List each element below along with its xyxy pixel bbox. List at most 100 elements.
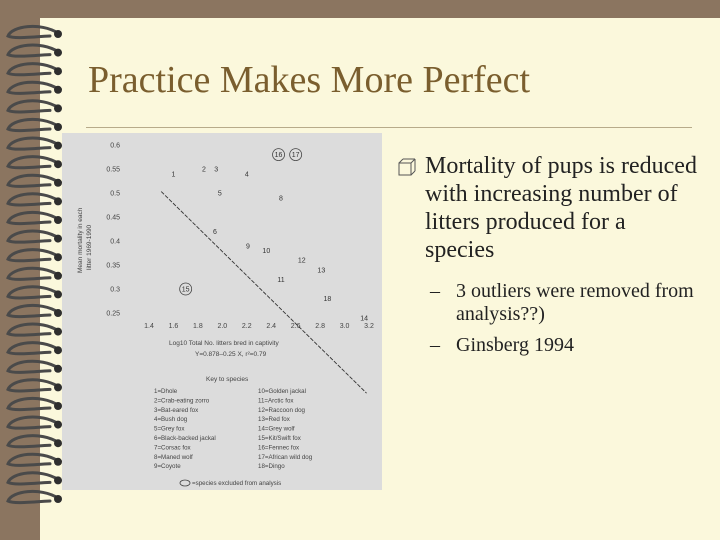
binding-hole xyxy=(54,67,62,76)
key-entry: 5=Grey fox xyxy=(154,426,185,433)
sub-bullet-text: Ginsberg 1994 xyxy=(456,334,574,356)
binding-ring xyxy=(6,285,62,300)
key-entry: 9=Coyote xyxy=(154,463,181,470)
excluded-marker-icon xyxy=(179,479,191,487)
bullet-box-icon xyxy=(398,158,416,176)
x-axis-label: Log10 Total No. litters bred in captivit… xyxy=(169,340,279,347)
binding-wire xyxy=(6,24,60,40)
y-tick-label: 0.35 xyxy=(106,263,120,270)
binding-hole xyxy=(54,234,62,243)
binding-ring xyxy=(6,471,62,486)
binding-ring xyxy=(6,341,62,356)
binding-ring xyxy=(6,489,62,505)
y-tick-label: 0.25 xyxy=(106,311,120,318)
binding-wire xyxy=(6,229,60,244)
key-entry: 8=Maned wolf xyxy=(154,454,193,461)
binding-wire xyxy=(6,210,60,226)
binding-ring xyxy=(6,229,62,244)
binding-ring xyxy=(6,434,62,449)
bullet-list: Mortality of pups is reduced with increa… xyxy=(398,152,698,365)
point-label: 2 xyxy=(202,167,206,174)
regression-equation: Y=0.878–0.25 X, r²=0.79 xyxy=(195,351,267,358)
x-tick-label: 2.6 xyxy=(291,323,301,330)
point-label: 11 xyxy=(277,277,284,284)
binding-ring xyxy=(6,359,62,374)
point-label: 9 xyxy=(246,243,250,250)
x-tick-label: 3.2 xyxy=(364,323,374,330)
point-label: 4 xyxy=(245,171,249,178)
key-entry: 10=Golden jackal xyxy=(258,388,306,395)
point-label: 5 xyxy=(218,191,222,198)
binding-hole xyxy=(54,178,62,187)
scanned-figure: Mean mortality in each litter 1969-1990 … xyxy=(62,133,382,490)
point-label: 3 xyxy=(214,167,218,174)
binding-wire xyxy=(6,285,60,300)
main-bullet: Mortality of pups is reduced with increa… xyxy=(398,152,698,264)
key-entry: 6=Black-backed jackal xyxy=(154,435,216,442)
point-label: 16 xyxy=(275,152,283,159)
key-entry: 3=Bat-eared fox xyxy=(154,407,199,414)
binding-wire xyxy=(6,489,60,505)
title-divider xyxy=(86,127,692,128)
binding-hole xyxy=(54,290,62,299)
binding-ring xyxy=(6,266,62,281)
key-entry: 13=Red fox xyxy=(258,416,291,423)
x-tick-label: 2.8 xyxy=(315,323,325,330)
excluded-point-circle xyxy=(289,148,303,162)
sub-bullet: –3 outliers were removed from analysis??… xyxy=(398,280,698,326)
binding-ring xyxy=(6,155,62,170)
dash-icon: – xyxy=(430,334,440,356)
excluded-point-circle xyxy=(272,148,285,162)
binding-ring xyxy=(6,43,62,58)
binding-hole xyxy=(54,476,62,485)
x-tick-label: 2.2 xyxy=(242,323,252,330)
key-entry: 4=Bush dog xyxy=(154,416,188,423)
binding-hole xyxy=(54,420,62,429)
binding-wire xyxy=(6,136,60,151)
binding-wire xyxy=(6,266,60,281)
y-tick-label: 0.6 xyxy=(110,143,120,150)
binding-ring xyxy=(6,452,62,467)
binding-ring xyxy=(6,192,62,207)
binding-hole xyxy=(54,457,62,466)
point-label: 17 xyxy=(292,152,300,159)
binding-wire xyxy=(6,303,60,319)
binding-hole xyxy=(54,346,62,355)
x-tick-label: 1.6 xyxy=(169,323,179,330)
y-tick-label: 0.55 xyxy=(106,167,120,174)
binding-hole xyxy=(54,197,62,206)
binding-ring xyxy=(6,117,62,133)
binding-wire xyxy=(6,434,60,449)
y-axis-label-line2: litter 1969-1990 xyxy=(86,224,93,270)
binding-wire xyxy=(6,471,60,486)
point-label: 10 xyxy=(262,248,270,255)
slide-title: Practice Makes More Perfect xyxy=(88,59,531,101)
main-bullet-text: Mortality of pups is reduced with increa… xyxy=(425,153,697,263)
binding-wire xyxy=(6,359,60,374)
binding-wire xyxy=(6,80,60,95)
y-axis-ticks: 0.6 0.55 0.5 0.45 0.4 0.35 0.3 0.25 xyxy=(106,143,120,318)
point-label: 14 xyxy=(360,315,368,322)
binding-ring xyxy=(6,248,62,263)
key-entry: 1=Dhole xyxy=(154,388,178,395)
binding-hole xyxy=(54,402,62,410)
key-entry: 2=Crab-eating zorro xyxy=(154,397,210,404)
binding-ring xyxy=(6,378,62,393)
spiral-binding xyxy=(6,24,62,505)
binding-wire xyxy=(6,452,60,467)
binding-ring xyxy=(6,415,62,430)
key-entry: 17=African wild dog xyxy=(258,454,313,461)
binding-hole xyxy=(54,216,62,224)
binding-hole xyxy=(54,104,62,113)
binding-ring xyxy=(6,173,62,188)
species-key-left: 1=Dhole 2=Crab-eating zorro 3=Bat-eared fo… xyxy=(154,388,216,470)
key-entry: 16=Fennec fox xyxy=(258,444,300,451)
point-label: 6 xyxy=(213,229,217,236)
key-entry: 11=Arctic fox xyxy=(258,397,294,404)
binding-wire xyxy=(6,322,60,337)
point-label: 8 xyxy=(279,195,283,202)
binding-hole xyxy=(54,309,62,317)
binding-hole xyxy=(54,160,62,169)
binding-hole xyxy=(54,85,62,94)
